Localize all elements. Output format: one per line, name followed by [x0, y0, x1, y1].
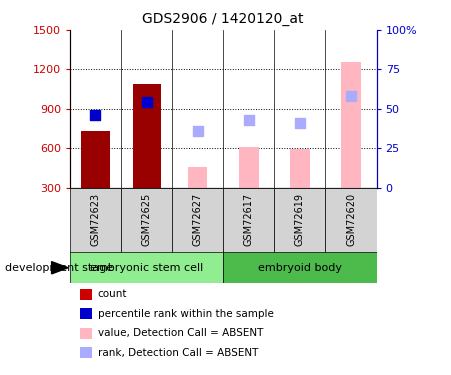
Text: development stage: development stage	[5, 263, 113, 273]
Point	[245, 117, 253, 123]
Bar	[70, 188, 121, 253]
Bar	[326, 188, 377, 253]
Bar	[81, 131, 110, 188]
Text: percentile rank within the sample: percentile rank within the sample	[98, 309, 274, 319]
Bar	[239, 147, 258, 188]
Bar	[188, 166, 207, 188]
Text: GSM72623: GSM72623	[91, 193, 101, 246]
Title: GDS2906 / 1420120_at: GDS2906 / 1420120_at	[143, 12, 304, 26]
Text: GSM72619: GSM72619	[295, 193, 305, 246]
Bar	[223, 188, 274, 253]
Point	[347, 93, 354, 99]
Text: GSM72620: GSM72620	[346, 193, 356, 246]
Bar	[290, 149, 310, 188]
Bar	[80, 348, 92, 358]
Bar	[121, 188, 172, 253]
Text: rank, Detection Call = ABSENT: rank, Detection Call = ABSENT	[98, 348, 258, 358]
Point	[92, 112, 99, 118]
Bar	[133, 84, 161, 188]
Bar	[70, 252, 223, 283]
Point	[296, 120, 304, 126]
Text: GSM72627: GSM72627	[193, 193, 202, 246]
Text: embryonic stem cell: embryonic stem cell	[90, 263, 203, 273]
Bar	[341, 62, 361, 188]
Point	[194, 128, 201, 134]
Polygon shape	[51, 262, 68, 274]
Bar	[274, 188, 326, 253]
Point	[143, 99, 150, 105]
Text: GSM72625: GSM72625	[142, 193, 152, 246]
Text: GSM72617: GSM72617	[244, 193, 254, 246]
Text: value, Detection Call = ABSENT: value, Detection Call = ABSENT	[98, 328, 263, 338]
Bar	[80, 289, 92, 300]
Text: embryoid body: embryoid body	[258, 263, 342, 273]
Bar	[80, 328, 92, 339]
Text: count: count	[98, 290, 127, 299]
Bar	[80, 309, 92, 319]
Bar	[172, 188, 223, 253]
Bar	[223, 252, 377, 283]
